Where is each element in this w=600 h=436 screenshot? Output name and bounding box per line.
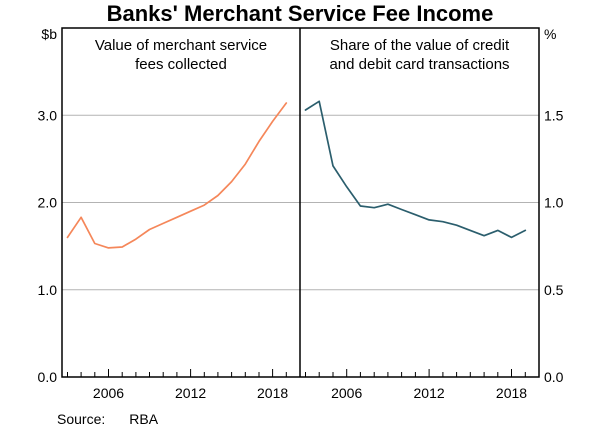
y-tick-label: 0.5	[544, 282, 564, 298]
x-tick-label: 2018	[257, 385, 288, 401]
source-value: RBA	[129, 411, 159, 427]
source-note: Source: RBA	[57, 411, 158, 427]
y-tick-label: 2.0	[38, 195, 58, 211]
y-tick-label: 0.0	[544, 369, 564, 385]
y-tick-label: 3.0	[38, 107, 58, 123]
panel-left: 0.0 1.0 2.0 3.0 2006 2012 2018	[38, 102, 300, 401]
x-tick-label: 2006	[93, 385, 124, 401]
right-panel-title: Share of the value of credit and debit c…	[301, 36, 538, 74]
left-panel-title-line1: Value of merchant service	[94, 37, 268, 54]
x-tick-label: 2006	[331, 385, 362, 401]
right-axis-unit: %	[544, 26, 557, 42]
series-line-left	[66, 102, 288, 249]
y-tick-label: 1.5	[544, 107, 564, 123]
panel-right: 0.0 0.5 1.0 1.5 2006 2012 2018	[300, 100, 564, 401]
source-label: Source:	[57, 411, 106, 427]
right-panel-title-line1: Share of the value of credit	[329, 37, 510, 54]
y-tick-label: 1.0	[38, 282, 58, 298]
y-tick-label: 0.0	[38, 369, 58, 385]
x-tick-label: 2018	[496, 385, 527, 401]
series-line-right	[304, 100, 527, 239]
left-panel-title-line2: fees collected	[135, 56, 227, 73]
chart-title: Banks' Merchant Service Fee Income	[106, 1, 494, 26]
right-panel-title-line2: and debit card transactions	[329, 56, 510, 73]
left-panel-title: Value of merchant service fees collected	[63, 36, 299, 74]
left-axis-unit: $b	[41, 26, 57, 42]
x-tick-label: 2012	[414, 385, 445, 401]
y-tick-label: 1.0	[544, 195, 564, 211]
x-tick-label: 2012	[175, 385, 206, 401]
